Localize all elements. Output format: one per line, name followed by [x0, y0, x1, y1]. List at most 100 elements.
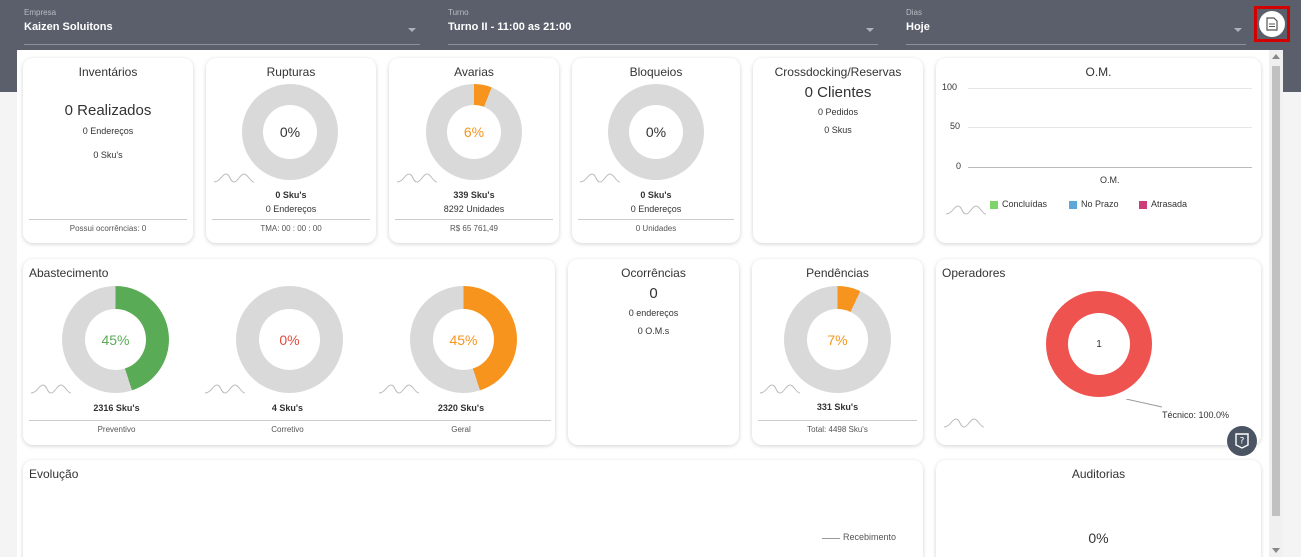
help-button[interactable]: ? [1227, 426, 1257, 456]
geral-donut: 45% [410, 286, 517, 393]
avarias-percent: 6% [447, 105, 501, 159]
abastecimento-title: Abastecimento [29, 266, 109, 280]
avarias-unidades: 8292 Unidades [443, 204, 505, 214]
sparkline-icon [214, 173, 254, 183]
inventarios-skus: 0 Sku's [93, 150, 123, 160]
ocorrencias-enderecos: 0 endereços [628, 308, 679, 318]
preventivo-label: Preventivo [29, 420, 204, 434]
om-card[interactable]: O.M. 100 50 0 O.M. Concluídas No Prazo A… [936, 58, 1261, 243]
crossdocking-pedidos: 0 Pedidos [817, 107, 859, 117]
ocorrencias-total: 0 [649, 285, 658, 302]
evolucao-legend: Recebimento [843, 532, 897, 542]
legend-atrasada[interactable]: Atrasada [1139, 199, 1187, 209]
scrollbar[interactable] [1269, 50, 1283, 557]
bloqueios-donut: 0% [608, 84, 704, 180]
ocorrencias-card[interactable]: Ocorrências 0 0 endereços 0 O.M.s [568, 259, 739, 445]
operadores-donut: 1 [1046, 291, 1152, 397]
bloqueios-title: Bloqueios [629, 65, 683, 79]
inventarios-realizados: 0 Realizados [64, 102, 152, 119]
sparkline-icon [944, 418, 984, 428]
rupturas-percent: 0% [263, 105, 317, 159]
corretivo-donut: 0% [236, 286, 343, 393]
legend-concluidas[interactable]: Concluídas [990, 199, 1047, 209]
evolucao-card[interactable]: Evolução Recebimento [23, 460, 923, 557]
om-xlabel: O.M. [1100, 175, 1120, 185]
geral-label: Geral [371, 420, 551, 434]
pendencias-percent: 7% [807, 309, 868, 370]
inventarios-enderecos: 0 Endereços [82, 126, 134, 136]
rupturas-title: Rupturas [266, 65, 316, 79]
turno-value: Turno II - 11:00 as 21:00 [448, 21, 572, 33]
sparkline-icon [946, 205, 986, 215]
auditorias-card[interactable]: Auditorias 0% [936, 460, 1261, 557]
ocorrencias-title: Ocorrências [621, 266, 686, 280]
ocorrencias-oms: 0 O.M.s [637, 326, 670, 336]
om-ytick-0: 0 [956, 161, 962, 171]
pendencias-donut: 7% [784, 286, 891, 393]
geral-skus: 2320 Sku's [437, 403, 485, 413]
pendencias-footer: Total: 4498 Sku's [758, 420, 917, 434]
sparkline-icon [397, 173, 437, 183]
report-button[interactable] [1254, 6, 1290, 42]
rupturas-skus: 0 Sku's [275, 190, 307, 200]
dashboard-content: Inventários 0 Realizados 0 Endereços 0 S… [17, 50, 1269, 557]
preventivo-percent: 45% [85, 309, 146, 370]
chevron-down-icon [408, 28, 416, 32]
pendencias-title: Pendências [806, 266, 869, 280]
help-icon: ? [1235, 433, 1249, 449]
legend-no-prazo[interactable]: No Prazo [1069, 199, 1119, 209]
operadores-card[interactable]: Operadores 1 Técnico: 100.0% [936, 259, 1261, 445]
svg-text:?: ? [1240, 437, 1245, 447]
rupturas-footer: TMA: 00 : 00 : 00 [212, 219, 370, 233]
empresa-value: Kaizen Soluitons [24, 21, 113, 33]
evolucao-title: Evolução [29, 467, 79, 481]
bloqueios-card[interactable]: Bloqueios 0% 0 Sku's 0 Endereços 0 Unida… [572, 58, 740, 243]
om-ytick-50: 50 [950, 121, 961, 131]
inventarios-card[interactable]: Inventários 0 Realizados 0 Endereços 0 S… [23, 58, 193, 243]
auditorias-title: Auditorias [1071, 467, 1126, 481]
sparkline-icon [760, 384, 800, 394]
scroll-down-icon[interactable] [1272, 548, 1280, 553]
operadores-slice-label: Técnico: 100.0% [1162, 410, 1230, 420]
sparkline-icon [31, 384, 71, 394]
rupturas-card[interactable]: Rupturas 0% 0 Sku's 0 Endereços TMA: 00 … [206, 58, 376, 243]
empresa-select[interactable]: Empresa Kaizen Soluitons [24, 8, 420, 45]
empresa-label: Empresa [24, 8, 57, 17]
om-title: O.M. [1085, 65, 1112, 79]
corretivo-skus: 4 Sku's [271, 403, 304, 413]
sparkline-icon [379, 384, 419, 394]
preventivo-skus: 2316 Sku's [93, 403, 140, 413]
crossdocking-card[interactable]: Crossdocking/Reservas 0 Clientes 0 Pedid… [753, 58, 923, 243]
corretivo-label: Corretivo [204, 420, 371, 434]
inventarios-footer: Possui ocorrências: 0 [29, 219, 187, 233]
abastecimento-card[interactable]: Abastecimento 45% 2316 Sku's Preventivo … [23, 259, 555, 445]
om-axis [968, 167, 1252, 168]
avarias-donut: 6% [426, 84, 522, 180]
bloqueios-enderecos: 0 Endereços [630, 204, 682, 214]
pendencias-skus: 331 Sku's [816, 402, 859, 412]
scroll-up-icon[interactable] [1272, 54, 1280, 59]
operadores-title: Operadores [942, 266, 1006, 280]
avarias-skus: 339 Sku's [453, 190, 495, 200]
document-icon [1266, 17, 1278, 31]
crossdocking-title: Crossdocking/Reservas [774, 65, 902, 79]
avarias-card[interactable]: Avarias 6% 339 Sku's 8292 Unidades R$ 65… [389, 58, 559, 243]
om-ytick-100: 100 [942, 82, 958, 92]
chevron-down-icon [866, 28, 874, 32]
turno-select[interactable]: Turno Turno II - 11:00 as 21:00 [448, 8, 878, 45]
chevron-down-icon [1234, 28, 1242, 32]
bloqueios-percent: 0% [629, 105, 683, 159]
dias-select[interactable]: Dias Hoje [906, 8, 1246, 45]
legend-dot [1139, 200, 1147, 209]
geral-percent: 45% [433, 309, 494, 370]
turno-label: Turno [448, 8, 469, 17]
line-legend-icon [822, 538, 840, 539]
avarias-footer: R$ 65 761,49 [395, 219, 553, 233]
dias-value: Hoje [906, 21, 930, 33]
scrollbar-thumb[interactable] [1272, 66, 1280, 516]
operadores-center: 1 [1068, 313, 1130, 375]
crossdocking-skus: 0 Skus [824, 125, 852, 135]
legend-dot [1069, 200, 1077, 209]
pendencias-card[interactable]: Pendências 7% 331 Sku's Total: 4498 Sku'… [752, 259, 923, 445]
rupturas-enderecos: 0 Endereços [265, 204, 317, 214]
